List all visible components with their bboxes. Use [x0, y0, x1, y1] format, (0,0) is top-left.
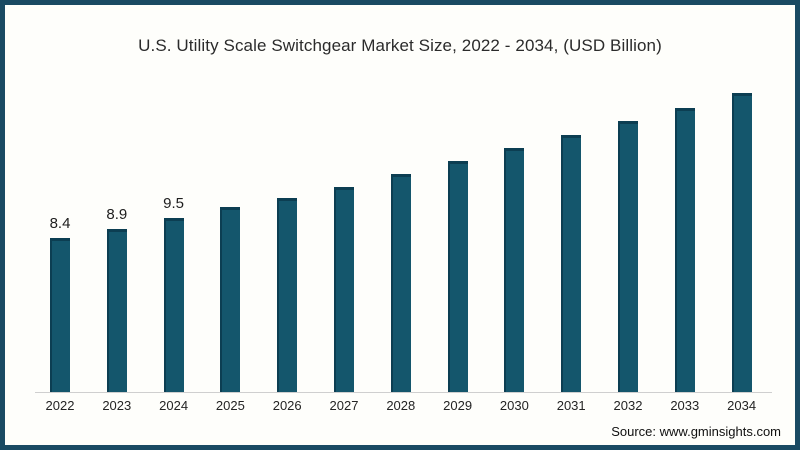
- x-axis-label-2030: 2030: [499, 398, 529, 413]
- x-axis-label-2027: 2027: [329, 398, 359, 413]
- x-axis-label-2023: 2023: [102, 398, 132, 413]
- bar-2028: [390, 174, 411, 392]
- source-note: Source: www.gminsights.com: [611, 424, 781, 439]
- x-axis-label-2028: 2028: [386, 398, 416, 413]
- bar-2027: [334, 187, 354, 392]
- x-axis-label-2033: 2033: [670, 398, 700, 413]
- bar-2031: [561, 135, 582, 392]
- bar-2030: [504, 148, 525, 392]
- bar-2024: [163, 218, 184, 392]
- bar-2033: [674, 108, 695, 392]
- bar-value-label-2024: 9.5: [163, 195, 185, 212]
- x-axis-label-2029: 2029: [443, 398, 473, 413]
- bar-2023: [106, 229, 127, 392]
- x-axis-label-2024: 2024: [159, 398, 189, 413]
- bar-value-label-2022: 8.4: [49, 215, 71, 232]
- chart-title: U.S. Utility Scale Switchgear Market Siz…: [138, 36, 662, 55]
- bar-2022: [50, 238, 70, 392]
- bar-2025: [220, 207, 241, 392]
- x-axis-line: [35, 392, 772, 393]
- bar-2026: [277, 198, 298, 392]
- x-axis-label-2022: 2022: [45, 398, 75, 413]
- bar-2034: [731, 93, 752, 392]
- x-axis-label-2026: 2026: [272, 398, 302, 413]
- bar-value-label-2023: 8.9: [106, 206, 128, 223]
- bar-2029: [447, 161, 468, 392]
- x-axis-label-2031: 2031: [556, 398, 586, 413]
- x-axis-label-2025: 2025: [215, 398, 245, 413]
- bar-2032: [618, 121, 638, 392]
- x-axis-label-2032: 2032: [613, 398, 643, 413]
- x-axis-label-2034: 2034: [727, 398, 757, 413]
